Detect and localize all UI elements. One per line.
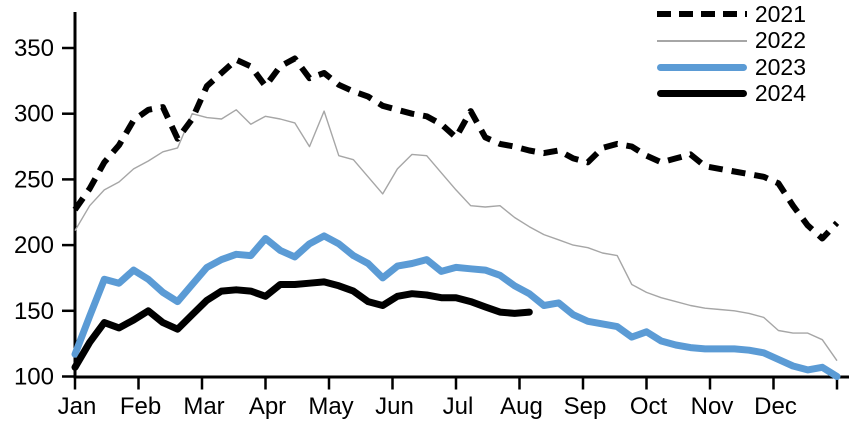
legend-line-sample-2023 — [656, 63, 747, 71]
x-tick-label: Oct — [630, 393, 668, 420]
y-tick-label: 200 — [14, 232, 54, 259]
legend-label-2023: 2023 — [754, 53, 806, 80]
x-tick-label: May — [308, 393, 353, 420]
y-tick-label: 100 — [14, 364, 54, 391]
legend-item-2021: 2021 — [656, 0, 806, 28]
legend: 2021 2022 2023 2024 — [656, 0, 806, 108]
y-tick-label: 300 — [14, 101, 54, 128]
series-line-2022 — [74, 109, 838, 362]
legend-label-2022: 2022 — [754, 27, 806, 54]
legend-item-2022: 2022 — [656, 27, 806, 55]
legend-label-2024: 2024 — [754, 80, 806, 107]
series-line-2023 — [71, 232, 841, 380]
legend-line-sample-2022 — [656, 40, 747, 42]
x-tick-label: Apr — [249, 393, 286, 420]
legend-item-2023: 2023 — [656, 53, 806, 81]
x-tick-label: Mar — [183, 393, 224, 420]
series-line-2021 — [72, 55, 840, 242]
x-tick-label: Aug — [500, 393, 543, 420]
legend-item-2024: 2024 — [656, 80, 806, 108]
y-tick-label: 150 — [14, 298, 54, 325]
x-tick-label: Dec — [754, 393, 797, 420]
x-tick-label: Feb — [120, 393, 161, 420]
x-tick-label: Nov — [691, 393, 734, 420]
legend-line-sample-2024 — [656, 90, 747, 98]
y-tick-label: 250 — [14, 166, 54, 193]
y-tick-label: 350 — [14, 35, 54, 62]
x-tick-label: Jul — [443, 393, 474, 420]
x-tick-label: Sep — [564, 393, 607, 420]
series-line-2024 — [71, 278, 533, 371]
legend-line-sample-2021 — [656, 11, 747, 18]
x-tick-label: Jun — [375, 393, 414, 420]
legend-label-2021: 2021 — [754, 0, 806, 27]
x-tick-label: Jan — [58, 393, 97, 420]
